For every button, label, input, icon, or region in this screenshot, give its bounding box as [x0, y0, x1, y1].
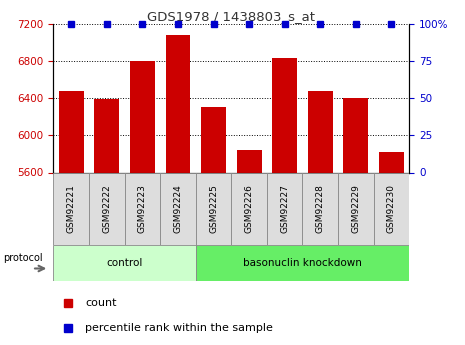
Text: GSM92230: GSM92230 — [387, 184, 396, 233]
Text: GSM92222: GSM92222 — [102, 184, 111, 233]
Bar — [201, 107, 226, 172]
Text: count: count — [86, 298, 117, 308]
Bar — [130, 61, 155, 172]
Bar — [196, 172, 232, 245]
Bar — [94, 99, 120, 172]
Bar — [59, 91, 84, 172]
Bar — [338, 172, 374, 245]
Text: GSM92223: GSM92223 — [138, 184, 147, 233]
Bar — [125, 172, 160, 245]
Bar — [196, 245, 409, 281]
Bar — [303, 172, 338, 245]
Bar — [166, 35, 191, 172]
Bar — [379, 152, 404, 172]
Text: basonuclin knockdown: basonuclin knockdown — [243, 258, 362, 268]
Text: GSM92221: GSM92221 — [67, 184, 76, 233]
Bar — [343, 98, 368, 172]
Text: protocol: protocol — [3, 253, 42, 263]
Text: control: control — [106, 258, 143, 268]
Bar — [272, 58, 297, 172]
Text: GSM92227: GSM92227 — [280, 184, 289, 233]
Bar — [53, 172, 89, 245]
Text: GSM92226: GSM92226 — [245, 184, 253, 233]
Title: GDS1978 / 1438803_s_at: GDS1978 / 1438803_s_at — [147, 10, 315, 23]
Bar — [374, 172, 409, 245]
Bar — [160, 172, 196, 245]
Text: percentile rank within the sample: percentile rank within the sample — [86, 323, 273, 333]
Bar — [267, 172, 302, 245]
Bar — [237, 150, 262, 172]
Text: GSM92224: GSM92224 — [173, 184, 182, 233]
Text: GSM92225: GSM92225 — [209, 184, 218, 233]
Bar — [89, 172, 125, 245]
Bar — [308, 91, 333, 172]
Text: GSM92229: GSM92229 — [352, 184, 360, 233]
Text: GSM92228: GSM92228 — [316, 184, 325, 233]
Bar — [53, 245, 196, 281]
Bar — [232, 172, 267, 245]
